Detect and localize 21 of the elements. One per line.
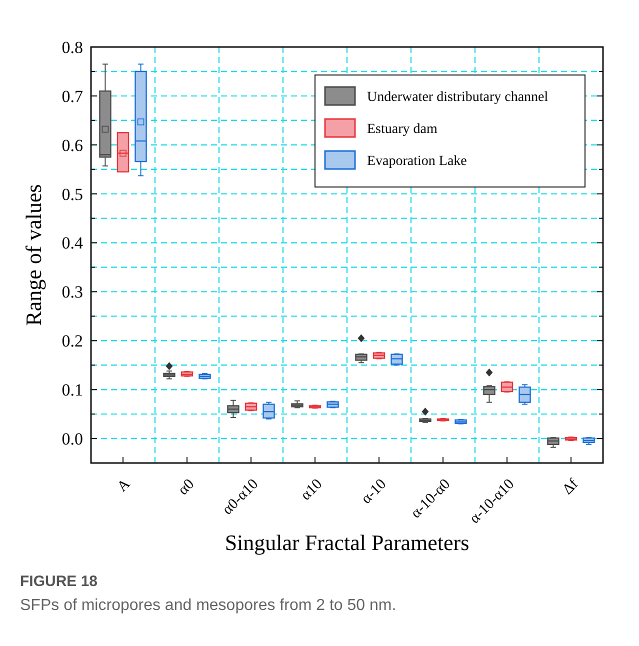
text: SFPs of micropores and mesopores from 2 to 50 nm. [20,597,396,614]
y-tick-label: 0.0 [62,429,83,448]
x-axis-title: Singular Fractal Parameters [224,530,470,555]
x-tick-label: A [114,476,134,496]
y-tick-label: 0.6 [62,136,83,155]
y-tick-label: 0.7 [62,86,84,106]
y-tick-label: 0.4 [62,234,84,253]
legend-label: Underwater distributary channel [367,90,548,105]
x-tick-label: α0 [175,476,198,498]
y-tick-label: 0.5 [62,184,83,204]
legend-label: Estuary dam [367,122,438,137]
y-tick-label: 0.1 [62,380,83,400]
y-axis-title: Range of values [21,184,46,326]
y-tick-label: 0.3 [62,282,83,302]
x-tick-label: Δf [560,476,582,498]
y-tick-label: 0.2 [62,332,83,351]
x-tick-label: α10 [298,476,326,504]
caption: FIGURE 18 [20,573,98,590]
legend-label: Evaporation Lake [367,154,467,169]
y-tick-label: 0.8 [62,38,83,57]
x-tick-label: α-10 [358,476,390,508]
